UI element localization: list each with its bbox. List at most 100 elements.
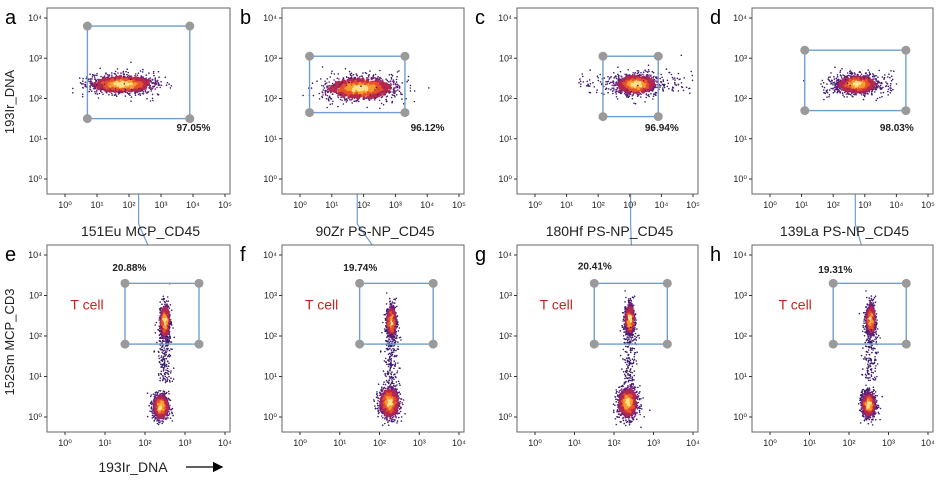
- event-point: [375, 88, 379, 92]
- event-point: [326, 86, 328, 89]
- event-point: [627, 96, 630, 98]
- event-point: [659, 86, 661, 88]
- event-point: [884, 74, 886, 76]
- event-point: [861, 89, 866, 93]
- event-point: [652, 98, 654, 100]
- event-point: [880, 92, 882, 94]
- event-point: [329, 97, 331, 99]
- event-point: [349, 99, 351, 101]
- event-point: [828, 79, 830, 81]
- event-point: [158, 351, 160, 354]
- event-point: [682, 89, 685, 92]
- event-point: [832, 84, 834, 86]
- event-point: [169, 341, 172, 343]
- panel-letter: e: [5, 244, 16, 266]
- event-point: [153, 351, 155, 353]
- event-point: [672, 90, 675, 92]
- gate-handle[interactable]: [598, 51, 608, 61]
- gate-handle[interactable]: [800, 45, 810, 55]
- event-point: [365, 97, 368, 99]
- x-tick-label: 10⁴: [654, 200, 668, 210]
- event-point: [579, 85, 582, 88]
- gate-handle[interactable]: [400, 51, 410, 61]
- gate-handle[interactable]: [400, 108, 410, 118]
- event-point: [893, 70, 895, 72]
- gate-handle[interactable]: [305, 108, 315, 118]
- y-tick-label: 10¹: [264, 134, 277, 144]
- y-tick-label: 10²: [264, 94, 277, 104]
- event-point: [97, 78, 99, 81]
- event-point: [380, 102, 383, 105]
- event-point: [823, 98, 825, 101]
- event-point: [366, 77, 368, 79]
- event-point: [879, 87, 882, 89]
- event-point: [887, 88, 890, 91]
- event-point: [139, 92, 141, 95]
- event-point: [164, 337, 167, 340]
- event-point: [655, 76, 657, 78]
- event-point: [840, 76, 843, 79]
- event-point: [322, 89, 325, 91]
- event-point: [885, 81, 887, 83]
- event-point: [164, 349, 166, 351]
- event-point: [134, 92, 137, 95]
- gate-handle[interactable]: [653, 112, 663, 122]
- event-point: [170, 309, 173, 312]
- gate-handle[interactable]: [800, 106, 810, 116]
- event-point: [96, 89, 98, 91]
- event-point: [849, 75, 851, 77]
- event-point: [661, 76, 663, 79]
- event-point: [407, 75, 410, 78]
- gate-handle[interactable]: [82, 114, 92, 124]
- panel-letter: c: [475, 7, 485, 29]
- event-point: [164, 351, 167, 353]
- event-point: [849, 93, 852, 96]
- event-point: [615, 93, 617, 95]
- event-point: [345, 76, 348, 79]
- event-point: [139, 84, 143, 88]
- event-point: [139, 94, 142, 96]
- gate-handle[interactable]: [901, 106, 911, 116]
- event-point: [166, 335, 169, 338]
- event-point: [663, 86, 666, 89]
- gate-handle[interactable]: [82, 21, 92, 31]
- event-point: [582, 75, 584, 78]
- gate-rectangle[interactable]: [86, 25, 191, 120]
- gate-handle[interactable]: [598, 112, 608, 122]
- event-point: [158, 317, 161, 319]
- event-point: [353, 85, 357, 89]
- event-point: [164, 358, 166, 360]
- event-point: [836, 74, 839, 76]
- event-point: [634, 102, 637, 105]
- event-point: [617, 66, 619, 68]
- event-point: [844, 84, 848, 88]
- event-point: [148, 404, 150, 407]
- event-point: [150, 87, 152, 89]
- gate-handle[interactable]: [901, 45, 911, 55]
- gate-handle[interactable]: [185, 114, 195, 124]
- event-point: [154, 393, 156, 396]
- event-point: [623, 77, 625, 79]
- event-point: [342, 94, 346, 99]
- event-point: [851, 79, 855, 83]
- event-point: [170, 323, 172, 325]
- event-point: [841, 92, 844, 94]
- gate-handle[interactable]: [653, 51, 663, 61]
- event-point: [613, 84, 616, 86]
- event-point: [163, 361, 166, 364]
- event-point: [93, 82, 97, 86]
- event-point: [356, 79, 360, 83]
- event-point: [620, 91, 623, 93]
- gate-handle[interactable]: [185, 21, 195, 31]
- event-point: [616, 86, 619, 89]
- event-point: [324, 80, 326, 82]
- event-point: [667, 82, 669, 85]
- event-point: [167, 365, 170, 368]
- event-point: [674, 79, 676, 81]
- event-point: [164, 325, 168, 330]
- event-point: [93, 76, 96, 79]
- gate-handle[interactable]: [305, 51, 315, 61]
- event-point: [81, 93, 84, 96]
- event-point: [172, 378, 175, 380]
- event-point: [395, 90, 397, 92]
